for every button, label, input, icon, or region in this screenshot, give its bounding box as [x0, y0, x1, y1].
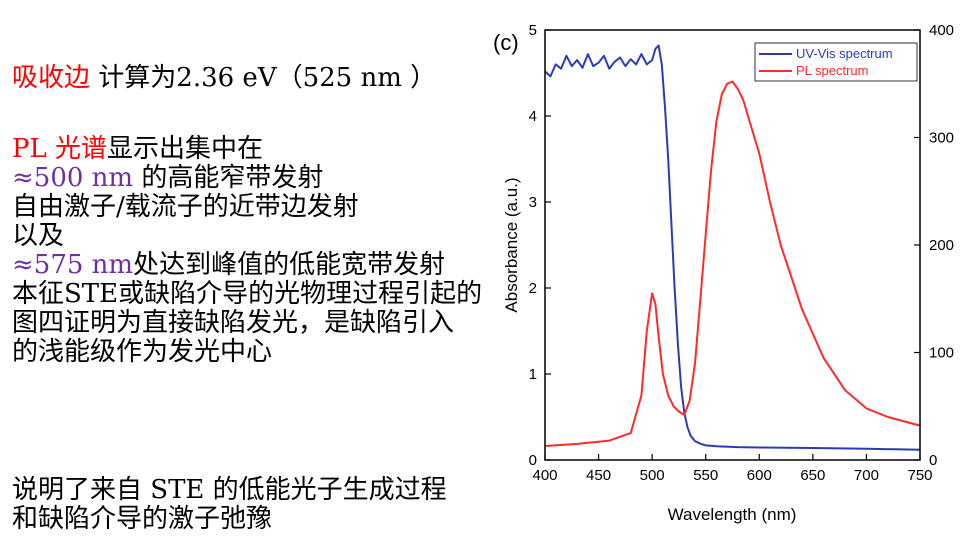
note-defect-luminescence: 图四证明为直接缺陷发光，是缺陷引入 [12, 308, 455, 338]
x-tick-label-0: 400 [532, 467, 557, 484]
x-tick-label-7: 750 [907, 467, 932, 484]
note-575nm-emission: ≈575 nm处达到峰值的低能宽带发射 [12, 250, 446, 280]
note-pl-spectrum: PL 光谱显示出集中在 [12, 134, 264, 164]
y-right-tick-label-3: 300 [929, 130, 954, 147]
y-right-tick-label-1: 100 [929, 345, 954, 362]
y-right-tick-label-0: 0 [929, 452, 937, 469]
note-500nm-emission: ≈500 nm 的高能窄带发射 [12, 163, 324, 193]
note-and: 以及 [12, 221, 65, 251]
note-band-edge: 自由激子/载流子的近带边发射 [12, 192, 359, 222]
note-exciton-relaxation: 和缺陷介导的激子弛豫 [12, 504, 273, 534]
y-left-tick-label-3: 3 [529, 194, 537, 211]
x-tick-label-1: 450 [586, 467, 611, 484]
x-axis-label: Wavelength (nm) [668, 505, 797, 524]
y-left-tick-label-0: 0 [529, 452, 537, 469]
y-left-tick-label-2: 2 [529, 280, 537, 297]
legend-label-uv: UV-Vis spectrum [796, 46, 893, 61]
y-axis-label: Absorbance (a.u.) [502, 177, 521, 312]
y-left-tick-label-5: 5 [529, 22, 537, 39]
note-absorption-edge: 吸收边 计算为2.36 eV（525 nm ） [12, 63, 437, 93]
note-shallow-level: 的浅能级作为发光中心 [12, 337, 273, 367]
y-right-tick-label-4: 400 [929, 22, 954, 39]
x-tick-label-5: 650 [800, 467, 825, 484]
x-tick-label-6: 700 [854, 467, 879, 484]
x-tick-label-4: 600 [747, 467, 772, 484]
y-right-tick-label-2: 200 [929, 237, 954, 254]
legend-box [754, 42, 918, 82]
note-ste-conclusion: 说明了来自 STE 的低能光子生成过程 [12, 475, 447, 505]
panel-label: (c) [493, 30, 519, 55]
y-left-tick-label-4: 4 [529, 108, 537, 125]
series-line-0 [544, 44, 921, 451]
series-line-1 [544, 80, 921, 447]
legend: UV-Vis spectrum PL spectrum [754, 42, 918, 82]
y-left-tick-label-1: 1 [529, 366, 537, 383]
plot-frame [544, 29, 921, 461]
legend-label-pl: PL spectrum [796, 63, 869, 78]
note-ste-origin: 本征STE或缺陷介导的光物理过程引起的 [12, 279, 483, 309]
x-tick-label-3: 550 [693, 467, 718, 484]
x-tick-label-2: 500 [640, 467, 665, 484]
